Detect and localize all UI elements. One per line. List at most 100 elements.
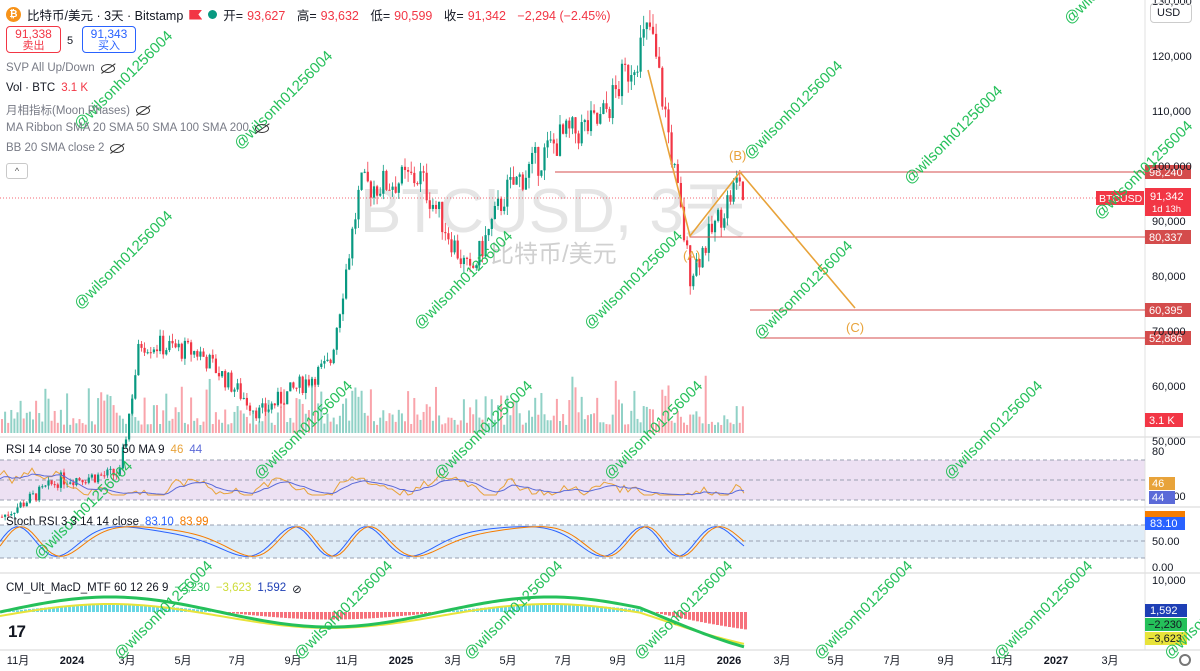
macd-hist-bar: [668, 612, 671, 616]
candle-body: [78, 478, 81, 480]
volume-bar: [208, 378, 211, 433]
price-tag-text: 91,342: [1150, 191, 1184, 203]
candle-body: [310, 379, 314, 386]
collapse-indicators-button[interactable]: ^: [6, 163, 28, 179]
tradingview-logo[interactable]: 17: [8, 622, 26, 641]
candle-body: [22, 502, 25, 507]
candle-body: [298, 376, 301, 388]
hidden-eye-icon[interactable]: [100, 63, 115, 73]
rsi-ma-line: [0, 473, 745, 496]
macd-hist-bar: [156, 606, 159, 612]
candle-body: [149, 352, 152, 354]
volume-bar: [351, 390, 354, 433]
candle-body: [441, 201, 444, 233]
volume-bar: [487, 423, 490, 433]
macd-hist-bar: [80, 605, 83, 612]
candle-body: [248, 405, 252, 411]
candle-body: [664, 106, 667, 110]
macd-title[interactable]: CM_Ult_MacD_MTF 60 12 26 9 −2,230 −3,623 1,…: [6, 582, 302, 596]
hidden-eye-icon[interactable]: [135, 105, 150, 115]
hidden-eye-icon[interactable]: [254, 123, 269, 133]
level-tag-text: 80,337: [1149, 232, 1183, 244]
volume-bar: [559, 421, 561, 433]
candle-body: [35, 493, 38, 501]
candle-body: [394, 186, 397, 193]
gear-icon[interactable]: [1179, 654, 1191, 666]
indicator-volume[interactable]: Vol · BTC 3.1 K: [6, 82, 89, 94]
volume-bar: [490, 399, 493, 433]
rsi-title[interactable]: RSI 14 close 70 30 50 50 MA 9 46 44: [6, 444, 203, 456]
candle-body: [230, 372, 233, 392]
candle-body: [264, 403, 267, 412]
stoch-k-tag: [1145, 517, 1185, 530]
volume-bar: [137, 420, 140, 433]
hidden-eye-icon[interactable]: [110, 143, 125, 153]
candle-body: [335, 327, 338, 350]
volume-bar: [503, 424, 506, 433]
candle-body: [190, 342, 193, 355]
indicator-moon-phases[interactable]: 月相指标(Moon Phases): [6, 102, 150, 118]
candle-body: [50, 480, 53, 485]
volume-bar: [673, 422, 676, 433]
volume-bar: [22, 418, 25, 433]
candle-body: [589, 110, 593, 132]
symbol-title[interactable]: 比特币/美元 · 3天 · Bitstamp: [27, 9, 184, 23]
volume-bar: [35, 400, 38, 433]
level-tag-text: 60,395: [1149, 305, 1183, 317]
candle-body: [162, 335, 165, 355]
level-tag-text: 52,886: [1149, 333, 1183, 345]
volume-bar: [710, 421, 713, 433]
volume-bar: [565, 424, 568, 433]
macd-hist-bar: [536, 604, 539, 612]
volume-bar: [555, 398, 558, 433]
buy-button[interactable]: 91,343 买入: [82, 26, 136, 53]
volume-bar: [360, 390, 363, 433]
volume-bar: [506, 395, 509, 433]
volume-bar: [435, 386, 437, 433]
macd-hist-bar: [588, 605, 591, 612]
volume-bar: [676, 410, 679, 433]
volume-bar: [301, 403, 304, 433]
volume-bar: [258, 421, 261, 433]
volume-bar: [338, 415, 341, 433]
volume-bar: [469, 407, 472, 433]
macd-hist-bar: [348, 612, 351, 620]
macd-hist-bar: [680, 612, 683, 619]
currency-select[interactable]: USD: [1150, 3, 1192, 23]
time-tick: 7月: [228, 655, 245, 667]
candle-body: [239, 383, 242, 399]
sell-button[interactable]: 91,338 卖出: [6, 26, 61, 53]
volume-bar: [10, 409, 13, 433]
volume-bar: [311, 376, 313, 433]
macd-hist-bar: [56, 606, 59, 612]
volume-bar: [549, 420, 552, 433]
candle-body: [146, 352, 149, 354]
candle-body: [552, 139, 555, 144]
volume-bar: [236, 406, 239, 433]
volume-bar: [174, 407, 177, 433]
volume-bar: [602, 422, 605, 433]
volume-bar: [13, 418, 16, 433]
macd-hist-bar: [420, 612, 423, 615]
time-tick: 2024: [60, 655, 85, 667]
flag-icon[interactable]: [189, 9, 203, 20]
macd-hist-bar: [452, 610, 455, 612]
candle-body: [720, 209, 723, 228]
candle-body: [558, 124, 562, 156]
indicator-bb[interactable]: BB 20 SMA close 2: [6, 142, 125, 154]
macd-hist-bar: [508, 605, 511, 612]
candle-body: [475, 265, 478, 268]
indicator-ma-ribbon[interactable]: MA Ribbon SMA 20 SMA 50 SMA 100 SMA 200: [6, 122, 269, 134]
indicator-svp[interactable]: SVP All Up/Down: [6, 62, 115, 74]
rsi-tag-text: 46: [1152, 478, 1164, 490]
stoch-title[interactable]: Stoch RSI 3 3 14 14 close 83.10 83.99: [6, 516, 209, 528]
volume-bar: [562, 414, 565, 433]
time-tick: 7月: [883, 655, 900, 667]
volume-bar: [425, 404, 428, 433]
volume-bar: [735, 406, 738, 433]
macd-hist-bar: [704, 612, 707, 623]
volume-bar: [276, 412, 279, 433]
candle-body: [636, 71, 639, 73]
volume-bar: [233, 411, 236, 433]
